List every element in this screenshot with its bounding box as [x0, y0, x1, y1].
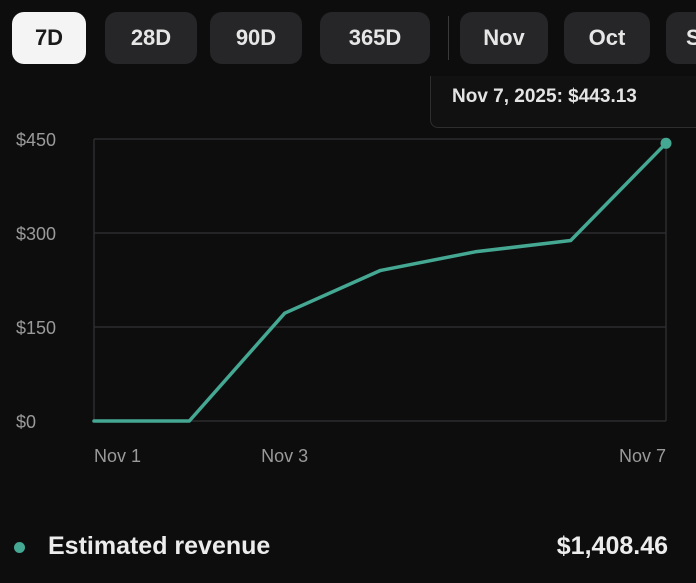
grid-lines — [93, 138, 667, 422]
y-tick-label: $0 — [16, 412, 36, 432]
range-tab-90d[interactable]: 90D — [210, 12, 302, 64]
x-axis-labels: Nov 1 Nov 3 Nov 7 — [94, 446, 666, 466]
revenue-total: $1,408.46 — [556, 532, 668, 560]
legend-label: Estimated revenue — [48, 532, 271, 560]
y-tick-label: $300 — [16, 224, 56, 244]
range-selector: 7D 28D 90D 365D Nov Oct S — [12, 12, 696, 66]
range-tab-28d[interactable]: 28D — [105, 12, 197, 64]
range-tab-s[interactable]: S — [666, 12, 696, 64]
range-tab-nov[interactable]: Nov — [460, 12, 548, 64]
legend: Estimated revenue $1,408.46 — [0, 525, 696, 569]
range-tab-oct[interactable]: Oct — [564, 12, 650, 64]
x-tick-label: Nov 1 — [94, 446, 141, 466]
series-line — [92, 141, 668, 423]
series-layer — [92, 137, 672, 423]
x-tick-label: Nov 3 — [261, 446, 308, 466]
chart-tooltip: Nov 7, 2025: $443.13 — [430, 76, 696, 128]
x-tick-label: Nov 7 — [619, 446, 666, 466]
tooltip-text: Nov 7, 2025: $443.13 — [452, 86, 637, 107]
y-tick-label: $150 — [16, 318, 56, 338]
legend-swatch — [14, 542, 25, 553]
revenue-line-chart: $0 $150 $300 $450 Nov 1 Nov 3 Nov 7 — [16, 130, 672, 466]
y-tick-label: $450 — [16, 130, 56, 150]
range-divider — [448, 16, 449, 60]
range-tab-365d[interactable]: 365D — [320, 12, 430, 64]
range-tab-7d[interactable]: 7D — [12, 12, 86, 64]
highlighted-point[interactable] — [660, 137, 672, 149]
y-axis-labels: $0 $150 $300 $450 — [16, 130, 56, 432]
